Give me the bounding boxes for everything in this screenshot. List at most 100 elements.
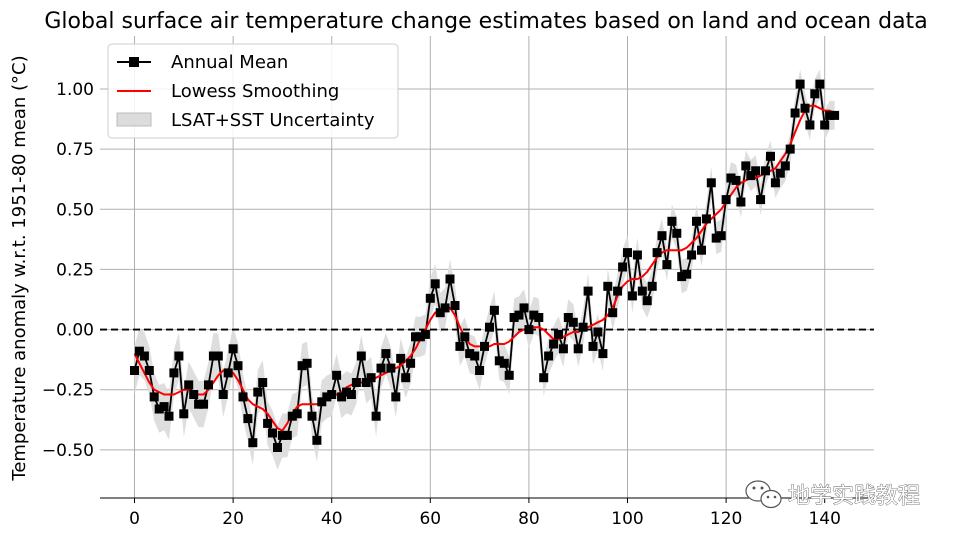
annual-mean-marker: [327, 390, 337, 399]
annual-mean-marker: [218, 390, 228, 399]
annual-mean-marker: [302, 358, 312, 368]
annual-mean-marker: [268, 428, 277, 438]
annual-mean-marker: [711, 233, 721, 243]
annual-mean-marker: [386, 363, 396, 373]
annual-mean-marker: [810, 89, 820, 99]
annual-mean-marker: [273, 443, 282, 452]
annual-mean-marker: [775, 168, 785, 178]
annual-mean-marker: [820, 120, 830, 130]
legend-label-lowess: Lowess Smoothing: [171, 81, 339, 102]
annual-mean-marker: [455, 341, 465, 351]
annual-mean-marker: [332, 370, 342, 380]
annual-mean-marker: [381, 349, 391, 359]
annual-mean-marker: [731, 175, 741, 185]
annual-mean-marker: [164, 411, 174, 421]
annual-mean-marker: [637, 286, 647, 296]
annual-mean-marker: [504, 370, 514, 380]
x-tick-label: 120: [710, 509, 742, 529]
annual-mean-marker: [583, 286, 593, 296]
annual-mean-marker: [509, 313, 519, 322]
annual-mean-marker: [435, 308, 445, 318]
annual-mean-marker: [687, 250, 697, 260]
annual-mean-marker: [716, 231, 726, 241]
annual-mean-marker: [213, 351, 223, 361]
annual-mean-marker: [652, 248, 662, 258]
y-axis-title: Temperature anomaly w.r.t. 1951-80 mean …: [9, 55, 30, 481]
annual-mean-marker: [445, 274, 455, 284]
annual-mean-marker: [139, 351, 149, 361]
annual-mean-marker: [568, 317, 578, 327]
x-tick-label: 40: [321, 509, 343, 529]
annual-mean-marker: [450, 301, 460, 310]
annual-mean-marker: [342, 387, 351, 397]
annual-mean-marker: [307, 411, 317, 421]
annual-mean-marker: [746, 171, 756, 181]
uncertainty-band: [134, 69, 835, 470]
annual-mean-marker: [154, 404, 164, 414]
annual-mean-marker: [184, 380, 194, 390]
annual-mean-marker: [144, 366, 154, 375]
annual-mean-marker: [780, 161, 790, 171]
annual-mean-marker: [159, 402, 169, 412]
annual-mean-marker: [425, 293, 435, 303]
annual-mean-marker: [361, 378, 371, 387]
annual-mean-marker: [169, 368, 179, 378]
chart-title: Global surface air temperature change es…: [44, 9, 927, 34]
annual-mean-marker: [351, 378, 361, 387]
annual-mean-marker: [258, 378, 268, 387]
annual-mean-marker: [795, 79, 805, 89]
annual-mean-marker: [514, 310, 524, 320]
annual-mean-marker: [470, 351, 480, 361]
annual-mean-marker: [489, 305, 499, 315]
annual-mean-marker: [697, 245, 706, 255]
annual-mean-marker: [529, 310, 539, 320]
lowess-smoothing-line: [133, 104, 836, 432]
annual-mean-marker: [558, 344, 568, 354]
x-tick-label: 140: [808, 509, 840, 529]
annual-mean-marker: [761, 166, 770, 176]
annual-mean-marker: [593, 327, 603, 337]
annual-mean-marker: [415, 332, 425, 342]
annual-mean-marker: [741, 161, 751, 171]
annual-mean-marker: [346, 390, 356, 399]
annual-mean-marker: [790, 108, 800, 118]
annual-mean-marker: [618, 262, 628, 272]
annual-mean-marker: [134, 346, 144, 356]
annual-mean-marker: [406, 358, 416, 368]
annual-mean-marker: [317, 397, 327, 407]
wechat-icon: [745, 480, 782, 509]
y-tick-label: 0.50: [56, 200, 94, 220]
x-tick-label: 20: [222, 509, 244, 529]
annual-mean-marker: [337, 392, 347, 402]
annual-mean-marker: [208, 351, 218, 361]
annual-mean-marker: [189, 390, 199, 399]
annual-mean-marker: [371, 411, 381, 421]
annual-mean-marker: [563, 313, 573, 322]
annual-mean-marker: [598, 349, 608, 359]
annual-mean-marker: [253, 387, 263, 397]
y-tick-label: 0.25: [56, 260, 94, 280]
y-tick-label: 0.00: [56, 321, 94, 341]
annual-mean-marker: [662, 260, 672, 270]
annual-mean-marker: [248, 438, 258, 448]
annual-mean-marker: [672, 228, 682, 238]
annual-mean-marker: [292, 409, 302, 419]
series-layer: [130, 79, 840, 452]
y-tick-label: −0.50: [42, 441, 94, 461]
legend-box: [107, 43, 399, 139]
annual-mean-marker: [627, 291, 637, 301]
annual-mean-marker: [701, 214, 711, 224]
annual-mean-marker: [401, 373, 411, 383]
y-tick-label: −0.25: [42, 381, 94, 401]
annual-mean-marker: [199, 399, 208, 409]
annual-mean-marker: [149, 392, 159, 402]
annual-mean-marker: [282, 430, 292, 440]
annual-mean-marker: [243, 414, 253, 424]
watermark-text: 地学实践教程: [788, 484, 920, 509]
legend: Annual Mean Lowess Smoothing LSAT+SST Un…: [107, 43, 399, 139]
legend-label-annual-mean: Annual Mean: [171, 52, 288, 73]
annual-mean-marker: [223, 368, 233, 378]
annual-mean-marker: [588, 341, 598, 351]
x-tick-label: 80: [518, 509, 540, 529]
